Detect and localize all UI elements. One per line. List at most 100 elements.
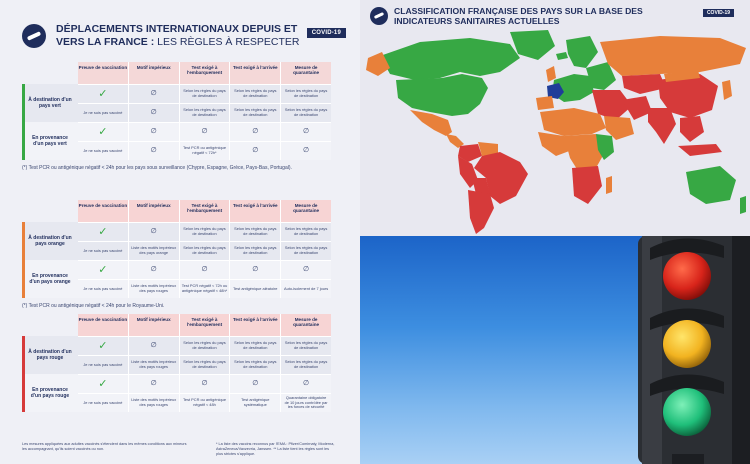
red-lamp	[663, 252, 711, 300]
rules-section: En provenance d'un pays rouge ✓ ∅ ∅ ∅ ∅ Je ne …	[22, 374, 331, 412]
footnote: (*) Test PCR ou antigénique négatif < 24…	[22, 303, 165, 309]
rules-block: Preuve de vaccination Motif impérieux Test…	[22, 62, 331, 160]
empty-set-icon: ∅	[127, 123, 179, 141]
map-east-africa	[596, 134, 614, 160]
section-label: À destination d'un pays vert	[28, 97, 72, 109]
table-row: Je ne suis pas vacciné Liste des motifs i…	[78, 393, 331, 412]
map-southeast-asia	[680, 116, 704, 142]
map-new-zealand	[740, 196, 746, 214]
rules-title-light: LES RÈGLES À RESPECTER	[157, 36, 300, 48]
table-cell: Selon les règles du pays de destination	[178, 85, 230, 103]
map-chile-argentina	[468, 190, 494, 234]
map-southern-africa	[572, 166, 602, 204]
section-label: À destination d'un pays rouge	[28, 349, 72, 361]
table-cell: Selon les règles du pays de destination	[229, 337, 280, 355]
table-row: ✓ ∅ Selon les règles du pays de destinatio…	[78, 222, 331, 241]
section-label: En provenance d'un pays orange	[29, 273, 71, 285]
table-row: Je ne suis pas vacciné ∅ Test PCR ou antig…	[78, 141, 331, 160]
zone-color-bar	[22, 222, 25, 260]
column-header: Mesure de quarantaine	[280, 314, 331, 336]
table-cell: Selon les règles du pays de destination	[280, 337, 331, 355]
table-cell: Selon les règles du pays de destination	[229, 223, 280, 241]
empty-set-icon: ∅	[127, 375, 179, 393]
map-eastern-europe	[586, 62, 616, 90]
zone-color-bar	[22, 374, 25, 412]
rules-table-header: Preuve de vaccination Motif impérieux Test…	[78, 200, 331, 222]
zone-color-bar	[22, 122, 25, 160]
traffic-light-icon	[638, 236, 750, 464]
column-header: Mesure de quarantaine	[280, 62, 331, 84]
column-header: Motif impérieux	[127, 62, 179, 84]
empty-set-icon: ∅	[127, 337, 179, 355]
map-indonesia	[678, 144, 722, 156]
zone-color-bar	[22, 84, 25, 122]
column-header: Test exigé à l'arrivée	[229, 200, 280, 222]
section-label: En provenance d'un pays rouge	[30, 387, 70, 399]
empty-set-icon: ∅	[280, 261, 331, 279]
rules-header: DÉPLACEMENTS INTERNATIONAUX DEPUIS ET VE…	[22, 22, 352, 58]
table-row: Je ne suis pas vacciné Liste des motifs i…	[78, 279, 331, 298]
empty-set-icon: ∅	[229, 142, 280, 160]
table-cell: Liste des motifs impérieux des pays roug…	[127, 280, 179, 298]
table-cell: Je ne suis pas vacciné	[83, 147, 123, 153]
legal-note-left: Les mesures appliquées aux adultes vacci…	[22, 442, 187, 451]
empty-set-icon: ∅	[127, 142, 179, 160]
map-header: CLASSIFICATION FRANÇAISE DES PAYS SUR LA…	[370, 6, 740, 30]
plane-globe-logo-icon	[370, 7, 388, 25]
map-australia	[686, 166, 736, 204]
map-russia	[600, 36, 746, 76]
table-cell: Selon les règles du pays de destination	[178, 337, 230, 355]
table-row: ✓ ∅ Selon les règles du pays de destinatio…	[78, 336, 331, 355]
map-venezuela	[478, 142, 498, 156]
map-alaska	[366, 52, 390, 76]
table-row: Je ne suis pas vacciné Liste des motifs i…	[78, 241, 331, 260]
rules-section: À destination d'un pays orange ✓ ∅ Selon le…	[22, 222, 331, 260]
map-japan	[722, 80, 732, 100]
table-cell: Selon les règles du pays de destination	[280, 356, 331, 374]
column-header: Test exigé à l'arrivée	[229, 314, 280, 336]
table-cell: Je ne suis pas vacciné	[83, 285, 123, 291]
map-india	[648, 108, 676, 144]
table-cell: Selon les règles du pays de destination	[280, 104, 331, 122]
table-cell: Selon les règles du pays de destination	[280, 85, 331, 103]
empty-set-icon: ∅	[178, 375, 230, 393]
traffic-light-pole	[672, 454, 704, 464]
table-cell: Selon les règles du pays de destination	[178, 104, 230, 122]
table-cell: Test antigénique aléatoire	[229, 280, 280, 298]
table-row: Je ne suis pas vacciné Liste des motifs i…	[78, 355, 331, 374]
map-central-africa	[564, 134, 606, 174]
green-lamp	[663, 388, 711, 436]
empty-set-icon: ∅	[280, 142, 331, 160]
empty-set-icon: ∅	[178, 261, 230, 279]
map-central-america	[446, 134, 464, 148]
table-cell: Selon les règles du pays de destination	[280, 223, 331, 241]
table-cell: Quarantaine obligatoire de 10 jours cont…	[280, 394, 331, 412]
world-map	[366, 30, 746, 234]
table-cell: Selon les règles du pays de destination	[178, 242, 230, 260]
column-header: Test exigé à l'embarquement	[178, 314, 230, 336]
rules-section: En provenance d'un pays orange ✓ ∅ ∅ ∅ ∅ Je ne…	[22, 260, 331, 298]
empty-set-icon: ∅	[229, 375, 280, 393]
table-cell: Je ne suis pas vacciné	[83, 109, 123, 115]
map-canada	[380, 38, 520, 80]
table-cell: Selon les règles du pays de destination	[280, 242, 331, 260]
map-north-africa	[540, 108, 606, 136]
rules-table-header: Preuve de vaccination Motif impérieux Test…	[78, 314, 331, 336]
map-covid-badge: COVID-19	[702, 9, 734, 17]
map-iceland	[556, 52, 568, 60]
empty-set-icon: ∅	[229, 261, 280, 279]
table-cell: Test antigénique systématique	[229, 394, 280, 412]
map-bolivia	[472, 178, 490, 194]
map-scandinavia	[566, 36, 598, 68]
table-cell: Selon les règles du pays de destination	[229, 356, 280, 374]
table-cell: Selon les règles du pays de destination	[178, 223, 230, 241]
table-row: ✓ ∅ ∅ ∅ ∅	[78, 260, 331, 279]
map-madagascar	[606, 176, 612, 194]
map-usa	[396, 74, 488, 116]
empty-set-icon: ∅	[127, 104, 179, 122]
rules-section: À destination d'un pays vert ✓ ∅ Selon les …	[22, 84, 331, 122]
table-cell: Liste des motifs impérieux des pays oran…	[127, 242, 179, 260]
check-icon: ✓	[98, 125, 108, 138]
map-greenland	[510, 30, 555, 60]
map-iran	[622, 96, 652, 120]
